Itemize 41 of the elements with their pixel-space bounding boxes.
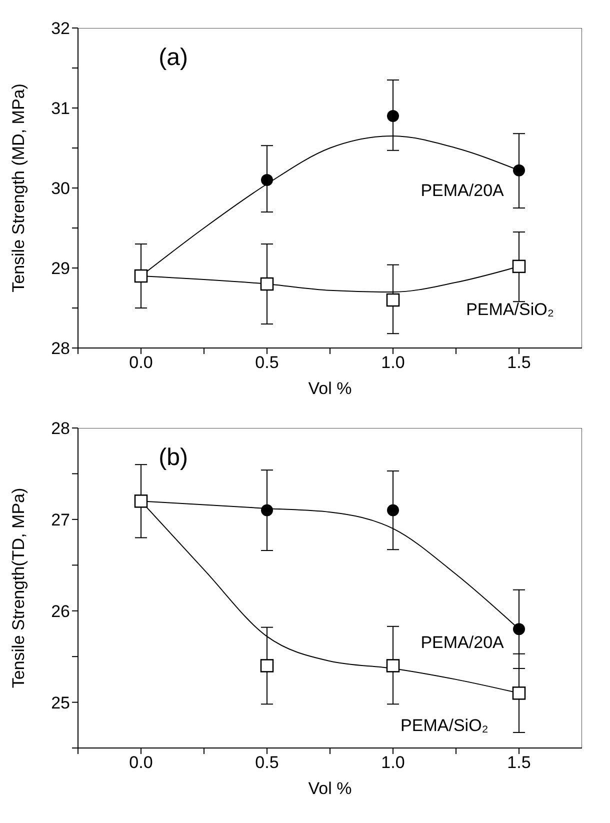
x-tick-label: 1.5 [507,753,531,772]
y-axis-title: Tensile Strength (MD, MPa) [9,84,28,292]
annotation: (a) [158,44,188,72]
x-tick-label: 0.5 [255,353,279,372]
x-tick-label: 0.0 [129,753,153,772]
y-tick-label: 30 [51,179,70,198]
series-label: PEMA/20A [420,632,504,653]
text: PEMA/SiO₂ [466,300,554,320]
point [386,659,400,672]
y-tick-label: 29 [51,259,70,278]
point [260,659,274,672]
x-tick-label: 0.5 [255,753,279,772]
y-tick-label: 26 [51,602,70,621]
y-tick-label: 27 [51,510,70,530]
point [260,277,274,291]
x-tick-label: 0.0 [129,353,153,372]
x-tick-label: 1.5 [507,353,531,372]
point [513,623,525,636]
y-tick-label: 28 [51,339,70,358]
series-label: PEMA/SiO₂ [400,716,488,736]
point [512,260,526,274]
annotation: (b) [158,444,188,472]
y-tick-label: 32 [51,19,70,38]
point [386,293,400,307]
point [134,494,148,508]
y-axis-title: Tensile Strength(TD, MPa) [9,488,28,688]
series-label: PEMA/20A [420,181,504,202]
y-tick-label: 31 [51,99,70,118]
x-tick-label: 1.0 [381,353,405,372]
point [261,504,273,516]
point [387,110,399,122]
point [134,269,148,283]
point [513,164,525,176]
y-tick-label: 25 [51,693,70,712]
x-axis-title: Vol % [308,779,352,798]
point [512,686,526,700]
point [261,174,273,186]
x-axis-title: Vol % [308,379,352,398]
x-tick-label: 1.0 [381,753,405,772]
point [387,504,399,516]
y-tick-label: 28 [51,419,70,438]
